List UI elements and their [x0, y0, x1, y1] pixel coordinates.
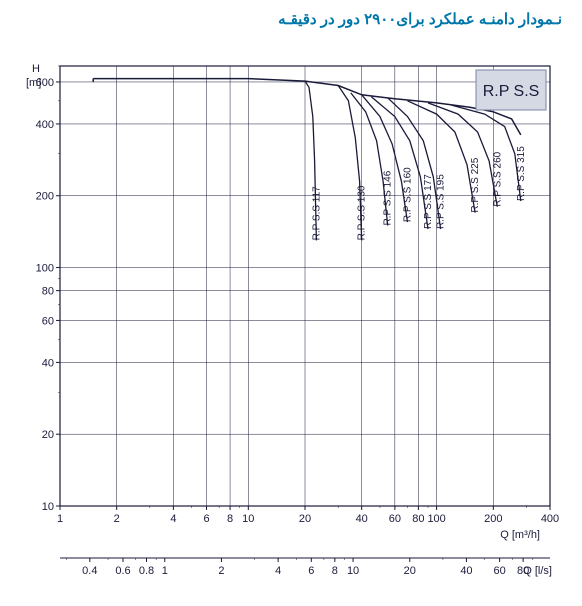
y-tick-label: 80	[42, 286, 54, 298]
x2-axis-label: Q [l/s]	[523, 565, 552, 577]
y-tick-label: 60	[42, 315, 54, 327]
x-tick-label: 4	[170, 513, 176, 525]
x2-tick-label: 40	[460, 565, 472, 577]
chart-container: 1020406080100200400600124681020406080100…	[10, 36, 570, 596]
x2-tick-label: 1	[162, 565, 168, 577]
y-tick-label: 10	[42, 501, 54, 513]
series-label: R.P S.S 260	[492, 151, 503, 206]
series-label: R.P S.S 225	[470, 157, 481, 212]
x2-tick-label: 0.8	[139, 565, 154, 577]
x2-tick-label: 20	[404, 565, 416, 577]
x2-tick-label: 6	[308, 565, 314, 577]
chart-title: نـمودار دامنـه عملکرد برای۲۹۰۰ دور در دق…	[10, 10, 562, 28]
series-label: R.P S.S 195	[436, 174, 447, 229]
x-tick-label: 80	[412, 513, 424, 525]
x-tick-label: 20	[299, 513, 311, 525]
x2-tick-label: 0.6	[115, 565, 130, 577]
x-tick-label: 60	[389, 513, 401, 525]
y-tick-label: 100	[36, 263, 54, 275]
x-tick-label: 200	[484, 513, 502, 525]
x2-tick-label: 60	[493, 565, 505, 577]
series-label: R.P S.S 177	[423, 174, 434, 229]
chart-svg: 1020406080100200400600124681020406080100…	[10, 36, 570, 596]
x2-tick-label: 2	[218, 565, 224, 577]
y-axis-label: H	[32, 63, 40, 75]
x2-tick-label: 8	[332, 565, 338, 577]
series-label: R.P S.S 315	[516, 146, 527, 201]
x-axis-label-top: Q [m³/h]	[500, 529, 540, 541]
x2-tick-label: 0.4	[82, 565, 97, 577]
series-label: R.P S.S 130	[357, 185, 368, 240]
series-label: R.P S.S 146	[383, 170, 394, 225]
y-tick-label: 400	[36, 119, 54, 131]
series-label: R.P S.S 160	[402, 167, 413, 222]
x-tick-label: 40	[356, 513, 368, 525]
series-label: R.P S.S 117	[311, 186, 322, 241]
x2-tick-label: 4	[275, 565, 281, 577]
x2-tick-label: 10	[347, 565, 359, 577]
x-tick-label: 6	[203, 513, 209, 525]
x-tick-label: 100	[427, 513, 445, 525]
legend-box-label: R.P S.S	[483, 83, 540, 100]
x-tick-label: 1	[57, 513, 63, 525]
y-axis-unit: [m]	[26, 77, 41, 89]
y-tick-label: 200	[36, 191, 54, 203]
x-tick-label: 10	[242, 513, 254, 525]
x-tick-label: 400	[541, 513, 559, 525]
x-tick-label: 8	[227, 513, 233, 525]
x-tick-label: 2	[114, 513, 120, 525]
y-tick-label: 20	[42, 429, 54, 441]
y-tick-label: 40	[42, 357, 54, 369]
